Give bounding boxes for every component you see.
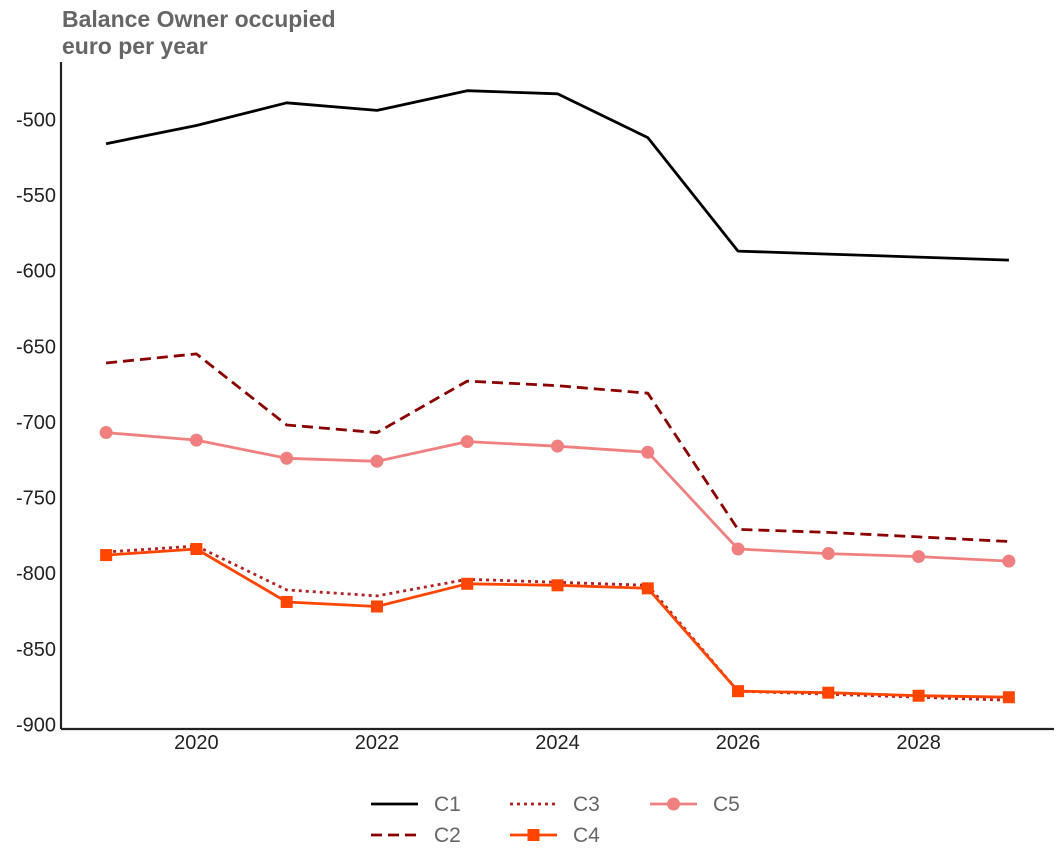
series-line-c3 [106,544,1009,702]
data-point-c4 [190,543,203,556]
legend-label-c2: C2 [434,824,461,847]
data-point-c4 [822,686,835,699]
y-tick-label: -650 [16,336,56,358]
y-tick-label: -900 [16,714,56,736]
y-tick-label: -500 [16,109,56,131]
legend-label-c3: C3 [573,793,600,816]
data-point-c5 [1002,554,1016,568]
y-tick-label: -800 [16,563,56,585]
data-point-c5 [189,433,203,447]
y-tick-label: -850 [16,639,56,661]
data-point-c4 [280,595,293,608]
y-tick-label: -750 [16,488,56,510]
y-tick-label: -600 [16,261,56,283]
legend-label-c5: C5 [713,793,740,816]
series-line-c4 [106,547,1009,699]
data-point-c4 [100,549,113,562]
data-point-c5 [731,542,745,556]
legend-marker-c4 [527,829,540,841]
chart-title-line2: euro per year [62,33,208,59]
axes: -500 -550 -600 -650 -700 -750 -800 -850 -900 2020… [16,62,1054,754]
x-tick-label: 2024 [535,732,580,754]
data-point-c5 [551,439,564,453]
data-point-c4 [370,600,383,613]
data-point-c4 [912,689,925,702]
y-tick-label: -700 [16,412,56,434]
x-tick-label: 2022 [355,732,400,754]
legend-label-c4: C4 [573,824,600,847]
data-point-c4 [641,582,654,595]
data-point-c5 [821,547,835,561]
legend-label-c1: C1 [434,793,461,816]
x-tick-label: 2028 [896,732,941,754]
data-point-c5 [641,445,655,459]
series-group [99,89,1016,704]
data-point-c5 [280,451,294,465]
legend-marker-c5 [667,797,680,811]
series-line-c1 [105,89,1009,262]
data-point-c4 [732,685,745,698]
y-tick-label: -550 [16,185,56,207]
data-point-c4 [1002,691,1015,704]
x-tick-label: 2020 [174,732,219,754]
chart-title: Balance Owner occupied euro per year [62,6,336,60]
data-point-c4 [461,577,474,590]
x-tick-label: 2026 [716,732,761,754]
legend: C1 C2 C3 C4 C5 [371,793,740,847]
chart-title-line1: Balance Owner occupied [62,6,336,32]
data-point-c5 [99,426,113,440]
data-point-c5 [370,454,384,468]
data-point-c5 [460,435,474,449]
data-point-c4 [551,579,564,592]
data-point-c5 [912,550,926,564]
